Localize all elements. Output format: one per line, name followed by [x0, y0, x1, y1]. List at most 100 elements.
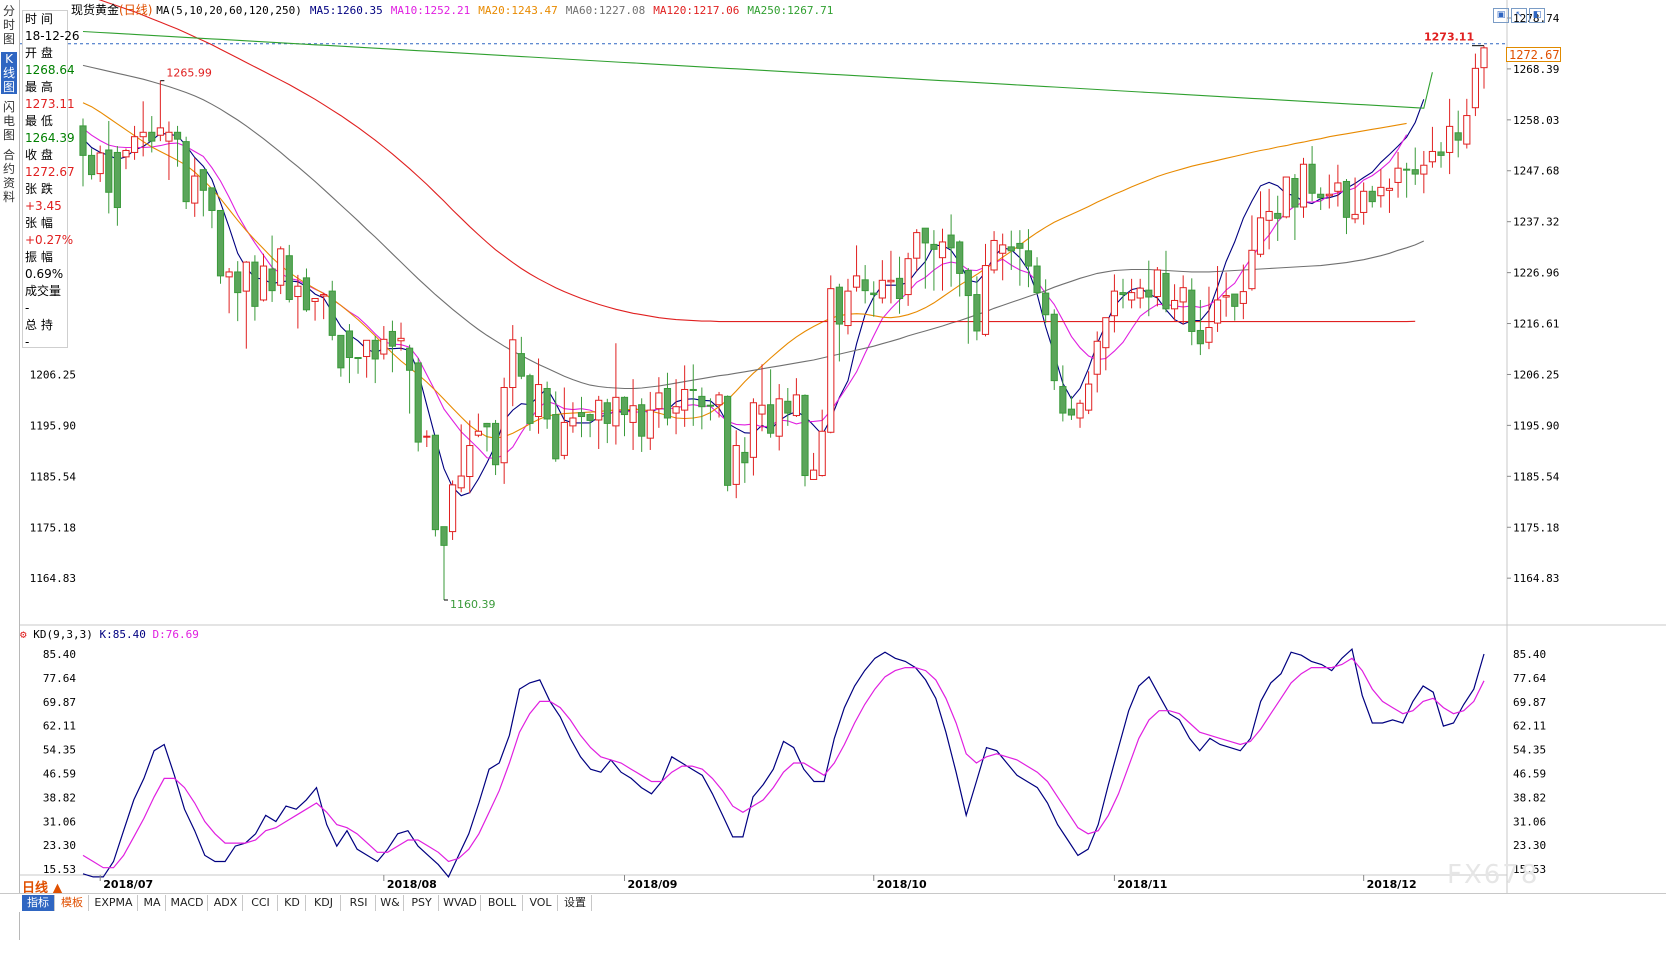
- candle-body: [354, 357, 362, 360]
- candle-body: [466, 445, 474, 478]
- candle-body: [363, 339, 371, 358]
- candle-body: [1033, 265, 1041, 294]
- indicator-tab[interactable]: KD: [279, 895, 306, 911]
- candle-body: [1231, 293, 1239, 307]
- indicator-tab[interactable]: 指标: [22, 895, 55, 911]
- candle-body: [749, 402, 758, 458]
- sidebar-tab[interactable]: 合约资料: [2, 148, 15, 204]
- info-value: 0.69%: [25, 267, 64, 281]
- candle-body: [741, 451, 749, 464]
- left-tab-bar: 分时图 K线图闪电图合约资料: [0, 0, 20, 940]
- current-price-tag: 1272.67: [1506, 47, 1561, 62]
- high-annotation: 1265.99: [166, 67, 212, 80]
- candle-body: [646, 409, 654, 439]
- candle-body: [1145, 289, 1153, 298]
- indicator-tab[interactable]: EXPMA: [90, 895, 138, 911]
- kd-tick-label: 15.53: [1513, 863, 1546, 876]
- candle-body: [620, 396, 629, 416]
- candle-body: [1016, 242, 1024, 249]
- indicator-tab[interactable]: 设置: [559, 895, 592, 911]
- indicator-tab[interactable]: CCI: [244, 895, 278, 911]
- candle-body: [96, 152, 104, 175]
- candle-body: [1188, 289, 1196, 332]
- candle-body: [173, 131, 182, 140]
- price-tick-label: 1226.96: [1513, 267, 1559, 280]
- candle-body: [603, 402, 611, 424]
- candle-body: [1093, 340, 1101, 375]
- indicator-tab[interactable]: ADX: [209, 895, 243, 911]
- kd-tick-label-left: 62.11: [43, 720, 76, 733]
- ma-line-ma250: [82, 30, 1433, 109]
- month-label: 2018/11: [1117, 878, 1167, 891]
- candle-body: [1291, 178, 1299, 208]
- zoom-in-icon[interactable]: ▣: [1493, 8, 1509, 23]
- kd-line-k: [82, 647, 1485, 879]
- indicator-tab[interactable]: 模板: [56, 895, 89, 911]
- kd-tick-label-left: 77.64: [43, 672, 76, 685]
- candle-body: [1050, 313, 1058, 382]
- sidebar-tab[interactable]: K线图: [1, 52, 17, 94]
- candle-body: [199, 169, 207, 191]
- candle-body: [767, 404, 775, 434]
- candle-body: [311, 298, 319, 302]
- candle-body: [1385, 187, 1394, 191]
- indicator-tab[interactable]: W&: [377, 895, 404, 911]
- candle-body: [345, 330, 354, 359]
- candle-body: [1411, 169, 1419, 175]
- kd-tick-label: 46.59: [1513, 767, 1546, 780]
- info-label: 成交量: [25, 284, 62, 298]
- price-tick-label: 1164.83: [1513, 572, 1559, 585]
- candle-body: [1059, 386, 1067, 414]
- candle-body: [234, 271, 242, 294]
- candle-body: [457, 475, 465, 489]
- candle-body: [792, 394, 800, 417]
- kd-tick-label: 54.35: [1513, 744, 1546, 757]
- candle-body: [956, 241, 964, 274]
- candle-body: [1308, 163, 1316, 194]
- price-tick-label: 1216.61: [1513, 318, 1559, 331]
- indicator-tab[interactable]: WVAD: [440, 895, 481, 911]
- candle-body: [913, 232, 921, 259]
- candle-body: [1196, 329, 1204, 345]
- candle-body: [1119, 292, 1127, 296]
- instrument-name: 现货黄金: [71, 3, 120, 17]
- candle-body: [818, 430, 826, 477]
- collapse-icon[interactable]: ◧: [1529, 8, 1545, 23]
- info-value: -: [25, 335, 30, 349]
- indicator-tab[interactable]: MA: [139, 895, 166, 911]
- candle-body: [406, 347, 414, 371]
- price-annotations: 1265.99 1160.39 1273.11: [160, 31, 1484, 611]
- candle-body: [895, 277, 904, 300]
- sidebar-tab[interactable]: 分时图: [2, 4, 15, 46]
- kd-k-value: K:85.40: [99, 628, 146, 641]
- candle-body: [1136, 287, 1144, 299]
- ohlc-info-panel: 时 间 18-12-26 开 盘 1268.64 最 高 1273.11 最 低 1264.3…: [22, 10, 79, 349]
- candle-body: [1428, 150, 1437, 163]
- kd-tick-label-left: 23.30: [43, 839, 76, 852]
- candle-body: [337, 334, 345, 369]
- period-selector[interactable]: 日线 ▲: [22, 881, 63, 896]
- cursor-icon[interactable]: ↖: [1511, 8, 1527, 23]
- candle-body: [509, 339, 517, 389]
- info-label: 张 幅: [25, 216, 53, 230]
- kd-gear-icon[interactable]: ⚙: [20, 628, 27, 641]
- sidebar-tab[interactable]: 闪电图: [2, 100, 15, 142]
- indicator-tab[interactable]: MACD: [167, 895, 208, 911]
- indicator-tab[interactable]: KDJ: [307, 895, 341, 911]
- candle-body: [1162, 272, 1170, 310]
- ma-legend-item: MA120:1217.06: [653, 4, 740, 17]
- indicator-tab[interactable]: PSY: [405, 895, 439, 911]
- candle-body: [681, 388, 689, 411]
- candle-body: [852, 275, 861, 288]
- period-tag[interactable]: (日线): [119, 3, 153, 17]
- candle-body: [1110, 290, 1119, 317]
- indicator-tab[interactable]: RSI: [342, 895, 376, 911]
- candle-body: [560, 421, 568, 456]
- candle-body: [526, 375, 534, 424]
- indicator-tab[interactable]: VOL: [524, 895, 558, 911]
- kd-legend: ⚙ KD(9,3,3) K:85.40 D:76.69: [20, 628, 199, 641]
- kd-title: KD(9,3,3): [33, 628, 93, 641]
- ma-legend: 现货黄金(日线) MA(5,10,20,60,120,250) MA5:1260.…: [71, 1, 841, 18]
- indicator-tab[interactable]: BOLL: [482, 895, 523, 911]
